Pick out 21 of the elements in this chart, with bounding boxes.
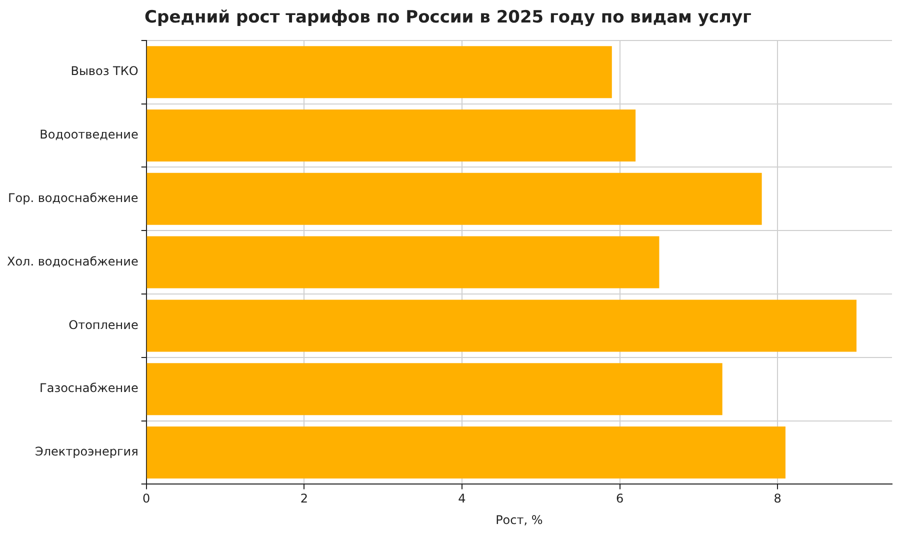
y-tick-label: Водоотведение: [40, 128, 138, 142]
bar: [146, 172, 762, 225]
x-tick-label: 6: [616, 492, 624, 506]
bar: [146, 426, 786, 478]
y-tick-label: Газоснабжение: [40, 381, 138, 396]
x-tick-label: 0: [142, 492, 150, 506]
bar: [146, 363, 722, 416]
x-axis-title: Рост, %: [496, 512, 543, 527]
bar: [146, 110, 636, 162]
chart-title: Средний рост тарифов по России в 2025 году по видам услуг: [144, 8, 752, 28]
y-tick-label: Электроэнергия: [34, 444, 138, 459]
y-tick-label: Хол. водоснабжение: [6, 254, 138, 268]
bar: [146, 236, 660, 288]
x-tick-label: 8: [774, 492, 782, 506]
bar: [146, 300, 856, 352]
y-tick-label: Отопление: [68, 318, 138, 332]
y-tick-label: Вывоз ТКО: [70, 64, 138, 78]
y-tick-label: Гор. водоснабжение: [8, 191, 138, 206]
bar: [146, 46, 612, 98]
x-tick-label: 4: [458, 492, 466, 506]
x-tick-label: 2: [300, 492, 308, 506]
